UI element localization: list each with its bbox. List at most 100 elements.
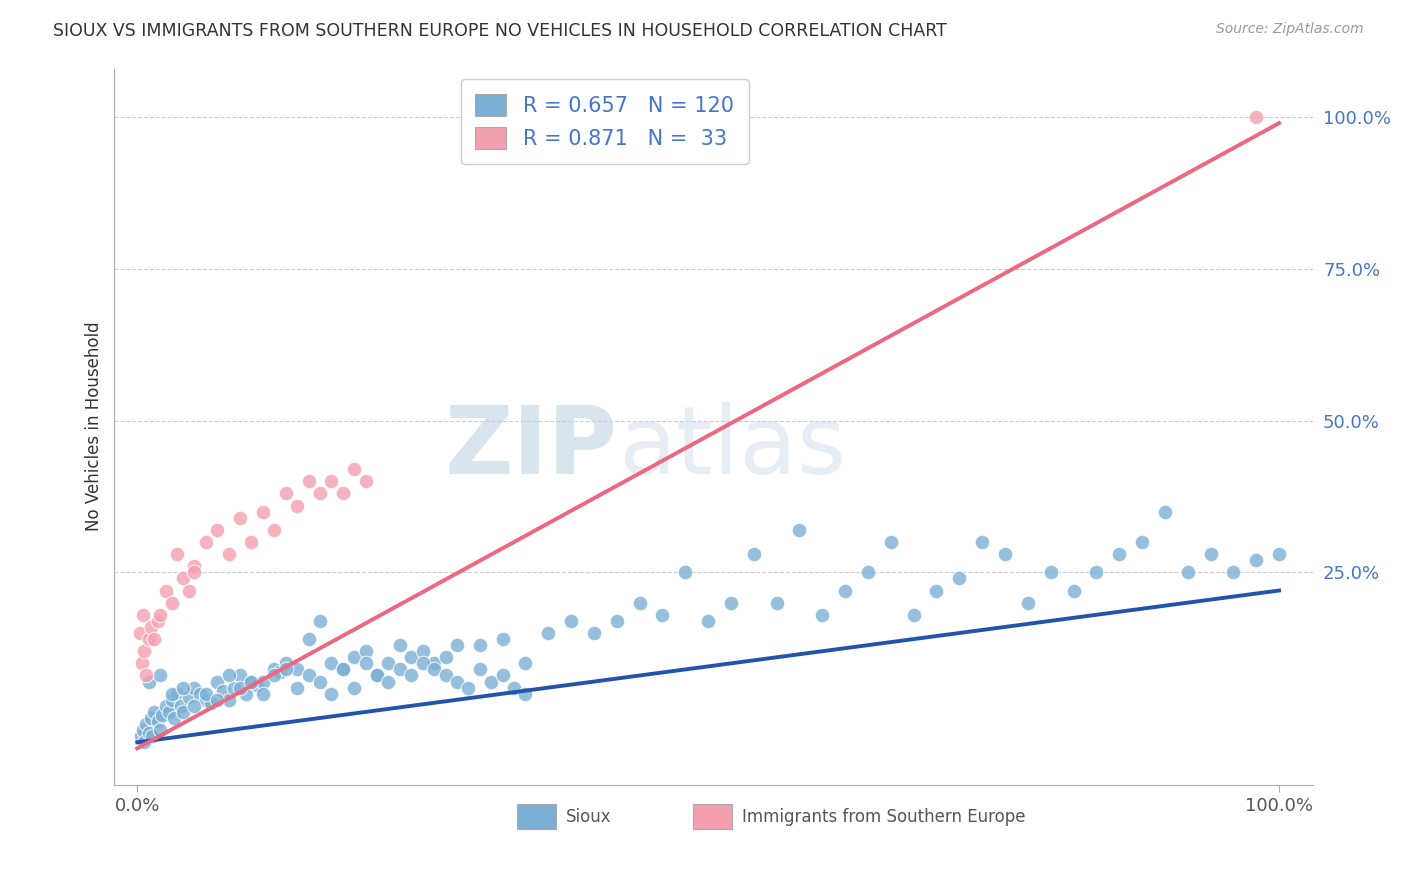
Point (1085, 566, 1108, 580)
Point (1017, 596, 1039, 610)
Point (856, 566, 879, 580)
Point (354, 475, 377, 489)
Point (332, 486, 354, 500)
Point (332, 662, 354, 676)
Point (135, 717, 157, 731)
Point (128, 626, 150, 640)
Point (503, 681, 526, 695)
Point (354, 657, 377, 671)
Point (149, 668, 172, 682)
Point (1108, 547, 1130, 561)
Point (194, 535, 217, 549)
Point (183, 681, 205, 695)
Point (205, 523, 228, 537)
Point (1222, 566, 1244, 580)
Point (141, 729, 163, 743)
Point (1177, 566, 1199, 580)
Point (811, 607, 834, 622)
Point (834, 583, 856, 598)
Point (138, 674, 160, 689)
Point (263, 668, 285, 682)
Point (423, 657, 446, 671)
Point (274, 486, 297, 500)
Point (606, 614, 628, 628)
Point (1063, 583, 1085, 598)
Point (229, 668, 252, 682)
Point (172, 705, 194, 719)
Point (697, 614, 720, 628)
Point (155, 698, 177, 713)
Point (297, 668, 319, 682)
Point (673, 566, 696, 580)
Point (880, 535, 903, 549)
Point (628, 596, 651, 610)
Point (1199, 547, 1222, 561)
Point (423, 662, 446, 676)
Point (143, 705, 166, 719)
Point (160, 693, 183, 707)
Point (229, 681, 252, 695)
Point (948, 571, 970, 585)
Point (138, 726, 160, 740)
Point (132, 723, 155, 738)
Point (388, 638, 411, 652)
Point (720, 596, 742, 610)
Point (163, 711, 186, 725)
Point (491, 632, 513, 646)
Point (309, 614, 332, 628)
Point (332, 662, 354, 676)
Point (925, 583, 948, 598)
Point (354, 644, 377, 658)
Text: Source: ZipAtlas.com: Source: ZipAtlas.com (1216, 22, 1364, 37)
Point (388, 662, 411, 676)
Point (132, 644, 155, 658)
Point (1268, 547, 1291, 561)
Point (401, 650, 423, 665)
Point (274, 657, 297, 671)
Point (457, 681, 479, 695)
Point (205, 674, 228, 689)
Text: Immigrants from Southern Europe: Immigrants from Southern Europe (742, 808, 1025, 826)
Point (285, 499, 308, 513)
Point (366, 668, 388, 682)
Point (742, 547, 765, 561)
Point (177, 583, 200, 598)
Point (343, 681, 366, 695)
Point (377, 674, 399, 689)
Text: SIOUX VS IMMIGRANTS FROM SOUTHERN EUROPE NO VEHICLES IN HOUSEHOLD CORRELATION CH: SIOUX VS IMMIGRANTS FROM SOUTHERN EUROPE… (53, 22, 948, 40)
Legend: R = 0.657   N = 120, R = 0.871   N =  33: R = 0.657 N = 120, R = 0.871 N = 33 (461, 78, 748, 164)
Point (1153, 505, 1175, 519)
Point (252, 674, 274, 689)
Point (321, 687, 343, 701)
Point (246, 677, 269, 691)
Point (218, 547, 240, 561)
Point (183, 566, 205, 580)
Point (166, 547, 188, 561)
Point (582, 626, 605, 640)
Point (218, 668, 240, 682)
Point (321, 657, 343, 671)
Point (263, 662, 285, 676)
Point (135, 668, 157, 682)
Point (343, 650, 366, 665)
Point (194, 687, 217, 701)
Point (274, 662, 297, 676)
Point (479, 674, 502, 689)
Point (366, 668, 388, 682)
Point (172, 681, 194, 695)
Point (537, 626, 560, 640)
Point (994, 547, 1017, 561)
Point (515, 657, 537, 671)
Point (401, 668, 423, 682)
Point (188, 687, 211, 701)
Point (194, 693, 217, 707)
Point (1244, 553, 1267, 567)
Point (139, 620, 162, 634)
Point (160, 596, 183, 610)
Point (149, 607, 172, 622)
Point (491, 668, 513, 682)
Point (138, 632, 160, 646)
Point (224, 681, 246, 695)
Point (412, 644, 434, 658)
Point (183, 559, 205, 574)
